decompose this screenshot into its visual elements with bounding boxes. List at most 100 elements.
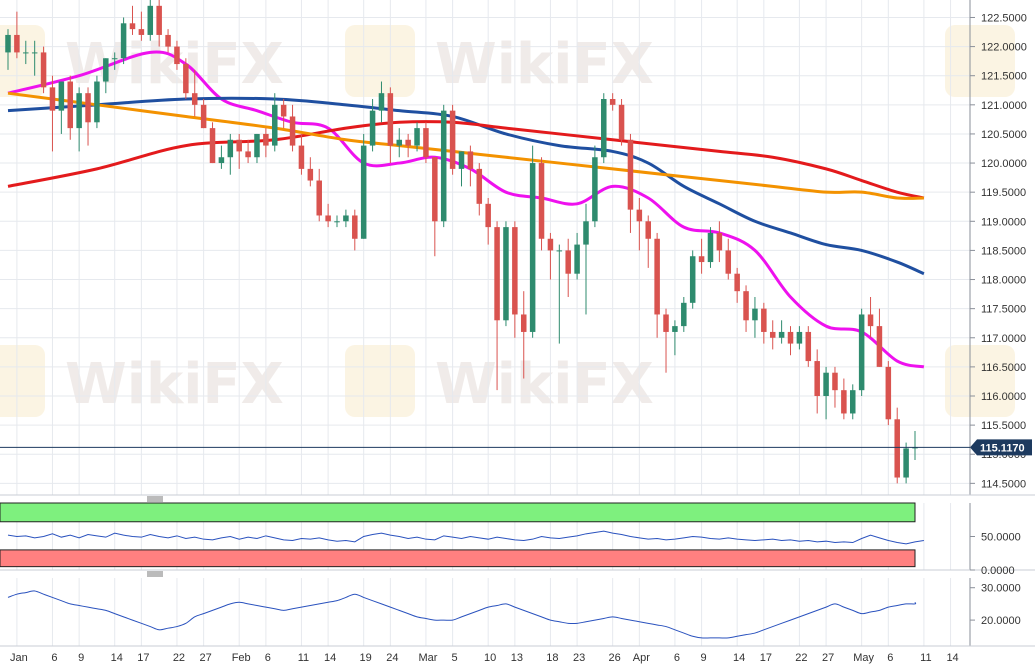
candle-body [23, 52, 29, 54]
x-tick-label: 17 [760, 652, 772, 664]
candle-body [49, 87, 56, 111]
candle-body [565, 250, 571, 274]
x-tick-label: Mar [418, 652, 437, 664]
candle-body [627, 139, 634, 210]
moving-average-ma_fast [7, 50, 925, 369]
osc1-y-tick-label: 0.0000 [981, 565, 1015, 577]
candle-body [272, 104, 278, 146]
candle-body [663, 314, 669, 332]
x-tick-label: Jan [10, 652, 28, 664]
candle-body [449, 110, 456, 169]
x-tick-label: 27 [200, 652, 212, 664]
candle-body [796, 331, 803, 344]
main-y-tick-label: 120.5000 [981, 129, 1027, 141]
candle-body [725, 250, 732, 274]
candle-body [636, 209, 643, 222]
candle-body [191, 93, 198, 105]
candle-body [485, 203, 491, 228]
candle-body [94, 81, 100, 123]
main-y-tick-label: 116.0000 [981, 391, 1026, 403]
candle-body [494, 227, 500, 321]
x-tick-label: 24 [386, 652, 398, 664]
candle-body [67, 81, 74, 129]
main-y-tick-label: 117.5000 [981, 304, 1026, 316]
candle-body [707, 232, 714, 263]
main-y-tick-label: 114.5000 [981, 478, 1026, 490]
watermark-text-5: WikiFX [65, 32, 284, 97]
last-price-badge [970, 439, 1032, 456]
candle-body [156, 5, 162, 35]
x-tick-label: 14 [733, 652, 745, 664]
candle-body [743, 291, 749, 321]
candle-body [343, 215, 349, 222]
x-axis: Jan 6 9 14 17 22 27 Feb 6 11 14 19 24 Mar 5 10 13 18 23 26 A… [10, 652, 959, 664]
x-tick-label: 9 [78, 652, 84, 664]
candle-body [111, 58, 118, 60]
moving-average-ma_long [7, 91, 924, 200]
moving-average-ma_mid [7, 96, 925, 276]
candle-body [209, 128, 216, 164]
candle-body [876, 326, 883, 367]
x-tick-label: 6 [674, 652, 680, 664]
candle-body [387, 93, 394, 146]
x-tick-label: Apr [633, 652, 650, 664]
x-tick-label: 27 [822, 652, 834, 664]
last-price-marker: 115.1170 [0, 439, 1032, 456]
candle-body [618, 104, 625, 140]
candle-body [601, 99, 607, 158]
candle-body [245, 151, 251, 158]
candle-body [5, 34, 11, 53]
main-y-tick-label: 117.0000 [981, 333, 1026, 345]
candle-body [467, 151, 474, 169]
candle-body [583, 221, 589, 245]
x-tick-label: 6 [51, 652, 57, 664]
main-y-tick-label: 119.0000 [981, 216, 1026, 228]
candle-body [476, 168, 483, 204]
candle-body [529, 163, 536, 332]
x-tick-label: 22 [795, 652, 807, 664]
candle-body [520, 314, 527, 332]
panel-frames [0, 0, 1035, 647]
candle-body [556, 250, 563, 252]
candle-body [76, 93, 82, 129]
candle-body [885, 366, 892, 420]
candle-body [254, 133, 260, 158]
candle-body [734, 273, 740, 292]
candle-body [120, 23, 127, 59]
candle-body [138, 29, 145, 35]
x-tick-label: 6 [887, 652, 893, 664]
oscillator-1-line [7, 530, 924, 545]
candle-body [369, 110, 376, 146]
x-tick-label: 19 [360, 652, 372, 664]
candle-body [200, 104, 207, 129]
candle-body [352, 215, 358, 239]
candle-body [823, 372, 829, 396]
candle-body [165, 34, 171, 47]
main-y-tick-label: 115.5000 [981, 420, 1026, 432]
candle-body [174, 46, 180, 65]
overbought-zone [0, 502, 916, 523]
watermark-text-1: WikiFX [435, 352, 654, 417]
candle-body [263, 133, 269, 146]
candle-body [681, 302, 687, 327]
watermark-layer: WikiFXWikiFXWikiFXWikiFXWikiFXWikiFX [0, 25, 1015, 417]
candle-body [432, 157, 438, 222]
main-y-tick-label: 118.0000 [981, 275, 1026, 287]
candle-body [31, 52, 38, 54]
candle-body [414, 128, 420, 146]
candle-body [218, 157, 225, 164]
main-y-tick-label: 121.0000 [981, 100, 1027, 112]
candle-body [574, 244, 580, 274]
candle-body [698, 256, 705, 263]
watermark-logo-2 [945, 25, 1015, 97]
candle-body [334, 221, 340, 223]
candle-body [787, 331, 794, 344]
candle-body [423, 128, 429, 158]
candlesticks [5, 0, 918, 484]
candle-body [814, 361, 820, 396]
x-tick-label: 14 [946, 652, 958, 664]
candle-body [903, 448, 909, 478]
x-tick-label: 14 [111, 652, 123, 664]
x-tick-label: Feb [232, 652, 251, 664]
